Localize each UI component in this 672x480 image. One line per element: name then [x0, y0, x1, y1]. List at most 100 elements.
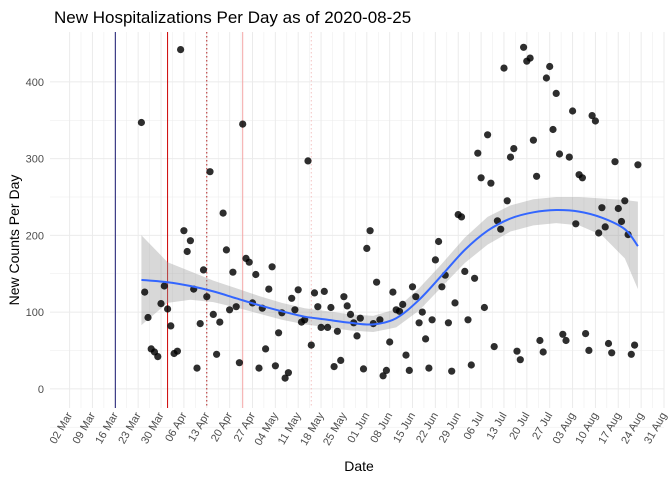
x-tick-label: 13 Jul — [485, 411, 510, 442]
data-point — [154, 353, 162, 361]
data-point — [614, 204, 622, 213]
data-point — [232, 303, 240, 311]
x-tick-label: 20 Jul — [507, 411, 532, 442]
data-point — [271, 362, 279, 370]
data-point — [343, 302, 351, 310]
x-tick-label: 06 Jul — [462, 411, 487, 442]
x-axis-title: Date — [344, 458, 374, 474]
data-point — [595, 229, 603, 237]
data-point — [510, 145, 518, 153]
data-point — [565, 153, 573, 161]
data-point — [562, 336, 570, 345]
y-tick-label: 200 — [26, 230, 44, 242]
x-tick-label: 31 Aug — [642, 411, 670, 447]
data-point — [428, 316, 436, 324]
data-point — [611, 158, 619, 166]
data-point — [552, 89, 560, 97]
data-point — [327, 303, 335, 312]
data-point — [186, 237, 194, 245]
data-point — [213, 350, 221, 358]
data-point — [408, 283, 417, 291]
data-point — [183, 247, 191, 256]
data-point — [464, 316, 472, 324]
data-point — [141, 288, 149, 296]
data-point — [333, 327, 341, 335]
data-point — [294, 286, 302, 294]
data-point — [376, 316, 384, 324]
data-point — [546, 62, 554, 71]
data-point — [435, 237, 443, 246]
data-point — [252, 270, 260, 279]
grid — [50, 32, 665, 428]
data-point — [193, 364, 201, 372]
data-point — [624, 231, 632, 239]
data-point — [572, 220, 580, 228]
data-point — [167, 322, 175, 330]
data-point — [291, 306, 299, 314]
data-point — [314, 303, 322, 311]
data-point — [601, 223, 609, 231]
smooth-line-group — [141, 208, 639, 326]
data-point — [627, 350, 635, 358]
data-point — [536, 336, 544, 345]
data-point — [262, 345, 270, 353]
data-point — [235, 359, 243, 367]
y-axis-title: New Counts Per Day — [6, 175, 22, 306]
data-point — [180, 227, 188, 235]
data-point — [310, 289, 319, 297]
data-point — [359, 365, 368, 373]
data-point — [288, 294, 296, 302]
data-point — [444, 319, 452, 327]
data-point — [137, 118, 145, 127]
data-point — [157, 300, 165, 308]
data-point — [608, 349, 616, 357]
data-point — [526, 54, 534, 62]
data-point — [379, 372, 387, 380]
data-point — [431, 256, 439, 264]
data-point — [164, 305, 172, 313]
data-point — [412, 293, 420, 301]
data-point — [255, 364, 263, 372]
data-point — [425, 364, 433, 372]
data-point — [471, 274, 479, 282]
data-point — [330, 363, 338, 371]
smooth-line — [141, 208, 639, 326]
data-point — [382, 366, 390, 374]
data-point — [229, 268, 237, 276]
data-point — [604, 339, 613, 348]
data-point — [363, 244, 371, 252]
data-point — [585, 346, 593, 354]
data-point — [506, 153, 515, 161]
data-point — [402, 351, 410, 359]
x-tick-label: 30 Mar — [139, 410, 167, 446]
data-point — [373, 278, 381, 286]
data-point — [386, 338, 394, 346]
data-point — [582, 330, 590, 338]
confidence-ribbon-group — [141, 197, 638, 332]
data-point — [474, 149, 482, 157]
data-point — [173, 347, 181, 355]
data-point — [196, 320, 204, 328]
data-point — [418, 308, 426, 316]
y-tick-labels: 0 100 200 300 400 — [26, 77, 44, 396]
y-tick-label: 100 — [26, 307, 44, 319]
data-point — [177, 46, 185, 54]
data-point — [634, 161, 642, 169]
data-point — [467, 361, 475, 369]
reference-lines — [114, 32, 312, 408]
data-point — [245, 258, 253, 266]
data-point — [346, 310, 355, 318]
data-point — [555, 150, 564, 158]
data-point — [422, 335, 430, 343]
data-point — [353, 332, 361, 340]
confidence-ribbon — [141, 197, 638, 332]
data-point — [405, 366, 413, 374]
data-point — [457, 213, 466, 221]
data-point — [569, 107, 577, 115]
data-point — [461, 267, 469, 275]
data-point — [320, 287, 328, 295]
data-point — [631, 341, 639, 349]
data-point — [533, 172, 541, 180]
